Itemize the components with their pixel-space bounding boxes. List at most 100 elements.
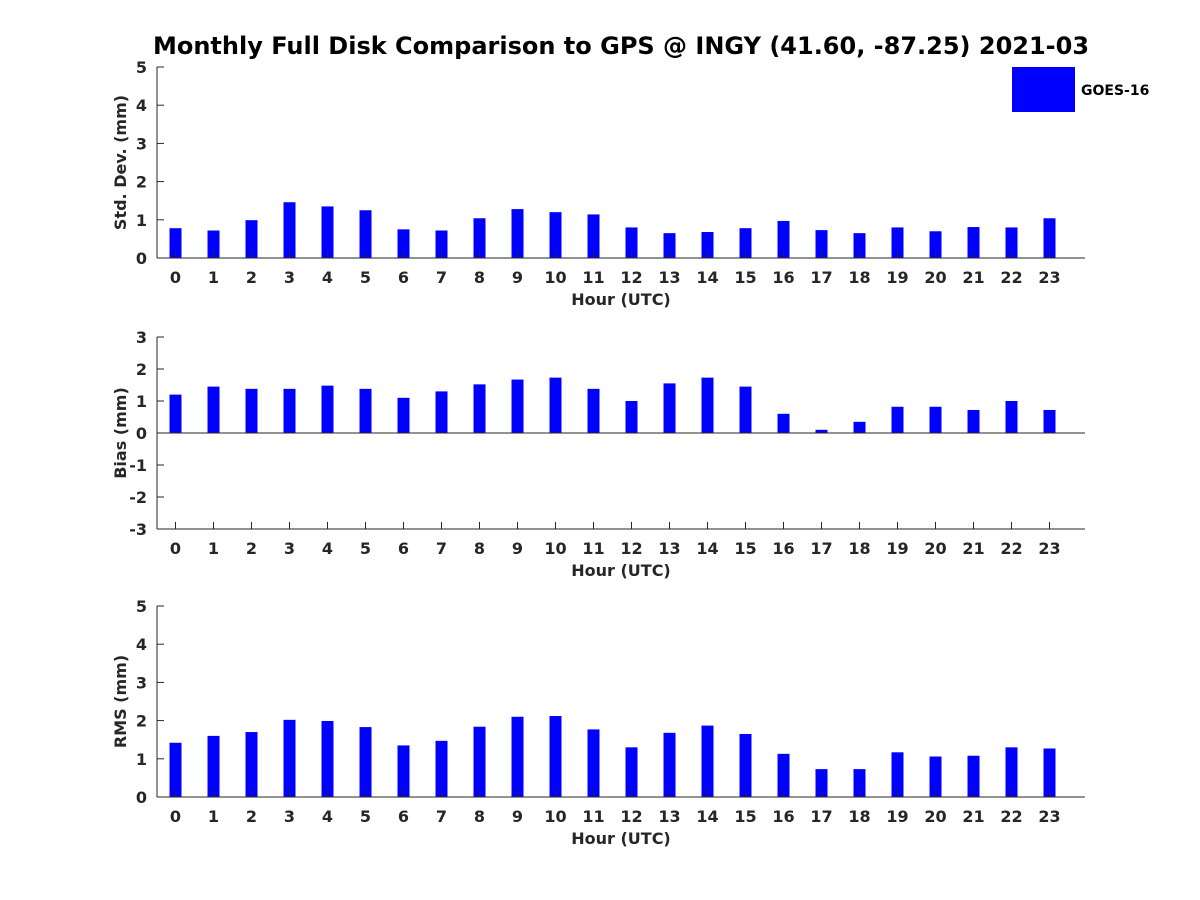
bias-bar-hour-1 <box>207 386 220 433</box>
std-dev-bar-hour-5 <box>359 210 372 258</box>
std-dev-x-tick-label: 13 <box>658 268 680 287</box>
std-dev-x-tick-label: 7 <box>436 268 447 287</box>
bias-y-tick-label: 1 <box>136 392 147 411</box>
rms-y-tick-label: 2 <box>136 712 147 731</box>
bias-y-axis-label: Bias (mm) <box>111 387 130 479</box>
rms-bar-hour-15 <box>739 733 752 797</box>
rms-bar-hour-7 <box>435 740 448 797</box>
std-dev-bar-hour-10 <box>549 212 562 258</box>
rms-x-tick-label: 21 <box>962 807 984 826</box>
std-dev-x-tick-label: 8 <box>474 268 485 287</box>
bias-x-tick-label: 2 <box>246 539 257 558</box>
bias-x-tick-label: 14 <box>696 539 718 558</box>
rms-x-tick-label: 18 <box>848 807 870 826</box>
rms-x-tick-label: 22 <box>1000 807 1022 826</box>
rms-x-tick-label: 12 <box>620 807 642 826</box>
bias-bar-hour-4 <box>321 385 334 433</box>
rms-x-tick-label: 8 <box>474 807 485 826</box>
bias-x-tick-label: 5 <box>360 539 371 558</box>
std-dev-x-tick-label: 20 <box>924 268 946 287</box>
std-dev-bar-hour-12 <box>625 227 638 258</box>
std-dev-bar-hour-9 <box>511 209 524 258</box>
legend-label: GOES-16 <box>1081 83 1149 99</box>
rms-y-tick-label: 4 <box>136 635 147 654</box>
rms-y-tick-label: 3 <box>136 673 147 692</box>
rms-x-tick-label: 19 <box>886 807 908 826</box>
rms-y-axis-label: RMS (mm) <box>111 655 130 748</box>
std-dev-x-tick-label: 5 <box>360 268 371 287</box>
bias-x-tick-label: 21 <box>962 539 984 558</box>
bias-bar-hour-13 <box>663 383 676 433</box>
rms-bar-hour-16 <box>777 753 790 797</box>
std-dev-x-tick-label: 2 <box>246 268 257 287</box>
bias-bar-hour-23 <box>1043 409 1056 433</box>
rms-x-tick-label: 6 <box>398 807 409 826</box>
rms-bar-hour-1 <box>207 735 220 797</box>
rms-y-tick-label: 0 <box>136 788 147 807</box>
bias-bar-hour-18 <box>853 421 866 433</box>
bias-x-tick-label: 13 <box>658 539 680 558</box>
bias-x-tick-label: 11 <box>582 539 604 558</box>
std-dev-bar-hour-1 <box>207 230 220 258</box>
bias-bar-hour-8 <box>473 384 486 433</box>
std-dev-bar-hour-20 <box>929 231 942 258</box>
std-dev-x-tick-label: 10 <box>544 268 566 287</box>
bias-bar-hour-21 <box>967 409 980 433</box>
bias-x-tick-label: 7 <box>436 539 447 558</box>
rms-bar-hour-0 <box>169 742 182 797</box>
bias-x-axis-label: Hour (UTC) <box>571 561 671 580</box>
std-dev-bar-hour-2 <box>245 220 258 258</box>
bias-y-tick-label: 3 <box>136 328 147 347</box>
std-dev-bar-hour-19 <box>891 227 904 258</box>
chart-title: Monthly Full Disk Comparison to GPS @ IN… <box>153 32 1089 60</box>
bias-bar-hour-9 <box>511 379 524 433</box>
bias-bar-hour-3 <box>283 388 296 433</box>
std-dev-y-tick-label: 0 <box>136 249 147 268</box>
bias-bar-hour-17 <box>815 429 828 433</box>
bias-x-tick-label: 0 <box>170 539 181 558</box>
legend: GOES-16 <box>1012 67 1149 112</box>
std-dev-bar-hour-17 <box>815 230 828 258</box>
std-dev-x-tick-label: 19 <box>886 268 908 287</box>
rms-bar-hour-3 <box>283 719 296 797</box>
bias-x-tick-label: 22 <box>1000 539 1022 558</box>
rms-x-tick-label: 13 <box>658 807 680 826</box>
bias-x-tick-label: 3 <box>284 539 295 558</box>
rms-bar-hour-21 <box>967 755 980 797</box>
rms-y-tick-label: 1 <box>136 750 147 769</box>
rms-x-tick-label: 15 <box>734 807 756 826</box>
rms-x-tick-label: 10 <box>544 807 566 826</box>
rms-bar-hour-8 <box>473 726 486 797</box>
std-dev-bar-hour-21 <box>967 227 980 258</box>
rms-bar-hour-11 <box>587 729 600 797</box>
bias-x-tick-label: 9 <box>512 539 523 558</box>
bias-bar-hour-5 <box>359 388 372 433</box>
rms-x-tick-label: 9 <box>512 807 523 826</box>
bias-bar-hour-22 <box>1005 401 1018 433</box>
std-dev-y-tick-label: 5 <box>136 58 147 77</box>
std-dev-x-axis-label: Hour (UTC) <box>571 290 671 309</box>
rms-x-tick-label: 14 <box>696 807 718 826</box>
bias-x-tick-label: 10 <box>544 539 566 558</box>
std-dev-bar-hour-6 <box>397 229 410 258</box>
bias-x-tick-label: 23 <box>1038 539 1060 558</box>
rms-bar-hour-10 <box>549 716 562 797</box>
std-dev-y-axis-label: Std. Dev. (mm) <box>111 95 130 230</box>
rms-x-tick-label: 5 <box>360 807 371 826</box>
std-dev-bar-hour-3 <box>283 202 296 258</box>
rms-x-tick-label: 20 <box>924 807 946 826</box>
std-dev-bar-hour-16 <box>777 220 790 258</box>
bias-y-tick-label: -1 <box>129 456 147 475</box>
std-dev-y-tick-label: 2 <box>136 173 147 192</box>
bias-x-tick-label: 6 <box>398 539 409 558</box>
rms-x-tick-label: 1 <box>208 807 219 826</box>
bias-bar-hour-11 <box>587 388 600 433</box>
bias-bar-hour-15 <box>739 386 752 433</box>
rms-bar-hour-20 <box>929 756 942 797</box>
std-dev-x-tick-label: 0 <box>170 268 181 287</box>
rms-x-axis-label: Hour (UTC) <box>571 829 671 848</box>
bias-bar-hour-14 <box>701 377 714 433</box>
bias-bar-hour-6 <box>397 397 410 433</box>
